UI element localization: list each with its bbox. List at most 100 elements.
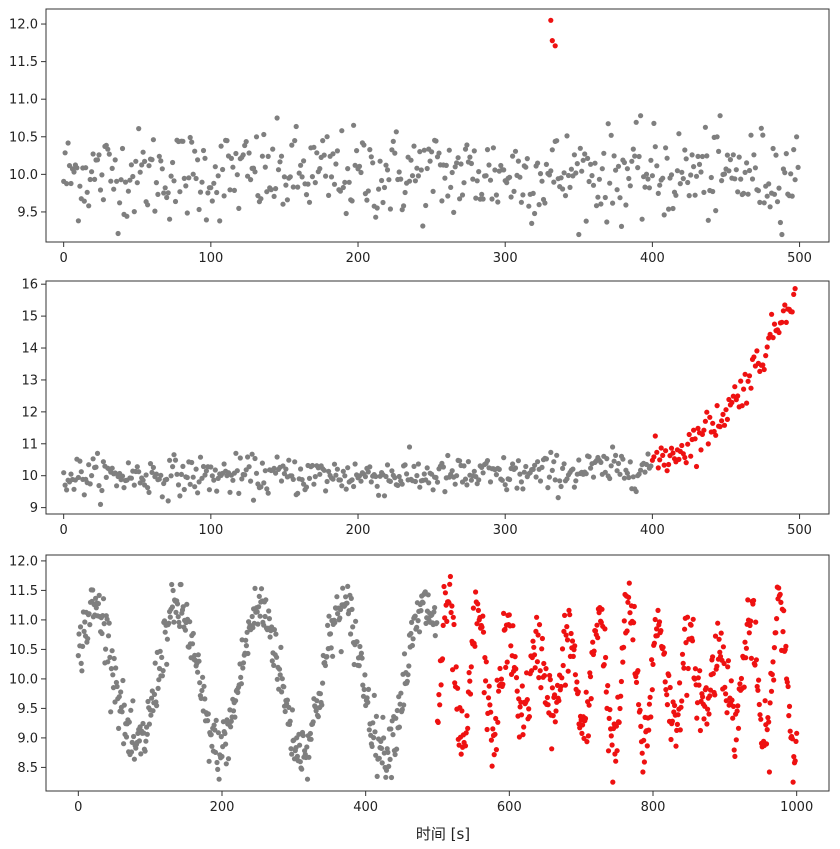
- normal-point: [354, 639, 360, 645]
- normal-point: [511, 188, 517, 194]
- anomaly-point: [603, 689, 609, 695]
- middle-scatter-panel: 0 100 200 300 400 500 9 10 11 12 13 14 15 16: [21, 278, 830, 538]
- normal-point: [630, 474, 636, 480]
- normal-point: [370, 160, 376, 166]
- normal-point: [552, 477, 558, 483]
- normal-point: [120, 677, 126, 684]
- normal-point: [125, 188, 131, 194]
- normal-point: [386, 177, 392, 183]
- anomaly-point: [704, 721, 710, 727]
- normal-point: [233, 698, 239, 704]
- anomaly-point: [741, 386, 747, 392]
- normal-point: [467, 154, 473, 160]
- normal-point: [732, 176, 738, 182]
- normal-point: [299, 766, 305, 772]
- normal-point: [549, 467, 555, 473]
- x-tick-label: 600: [497, 800, 522, 815]
- anomaly-point: [531, 644, 537, 650]
- normal-point: [75, 218, 81, 224]
- normal-point: [442, 175, 448, 181]
- normal-point: [458, 161, 464, 167]
- normal-point: [384, 462, 391, 468]
- normal-point: [259, 153, 265, 159]
- normal-point: [310, 719, 316, 725]
- anomaly-point: [663, 448, 669, 454]
- normal-point: [159, 654, 165, 661]
- normal-point: [258, 196, 264, 202]
- normal-point: [546, 474, 553, 480]
- anomaly-point: [771, 645, 778, 651]
- normal-point: [452, 481, 458, 487]
- normal-point: [579, 168, 585, 174]
- anomaly-point: [652, 616, 658, 623]
- normal-point: [231, 187, 237, 193]
- normal-point: [90, 587, 96, 593]
- normal-point: [346, 179, 352, 185]
- normal-point: [160, 668, 166, 674]
- normal-point: [287, 718, 293, 724]
- normal-point: [354, 148, 360, 154]
- normal-point: [157, 648, 163, 654]
- normal-point: [348, 631, 354, 637]
- normal-point: [172, 457, 179, 463]
- anomaly-point: [524, 697, 530, 703]
- anomaly-point: [692, 436, 698, 442]
- normal-point: [411, 143, 417, 149]
- normal-point: [92, 176, 98, 182]
- normal-point: [305, 181, 311, 187]
- normal-point: [249, 613, 255, 620]
- normal-point: [604, 219, 610, 225]
- anomaly-point: [486, 683, 492, 689]
- anomaly-point: [539, 635, 546, 642]
- y-tick-label: 11.0: [9, 93, 38, 108]
- normal-point: [440, 464, 446, 470]
- normal-point: [200, 463, 207, 470]
- anomaly-point: [536, 675, 542, 681]
- anomaly-point: [607, 707, 613, 713]
- anomaly-point: [644, 743, 650, 749]
- anomaly-point: [492, 731, 498, 737]
- anomaly-point: [565, 668, 571, 674]
- anomaly-point: [689, 638, 696, 644]
- normal-point: [365, 469, 371, 475]
- normal-point: [394, 707, 400, 714]
- normal-point: [758, 125, 764, 131]
- normal-point: [112, 470, 118, 476]
- anomaly-point: [508, 643, 514, 649]
- normal-point: [536, 202, 542, 208]
- normal-point: [465, 459, 471, 465]
- normal-point: [608, 132, 614, 138]
- normal-point: [627, 183, 633, 189]
- normal-point: [364, 695, 370, 701]
- normal-point: [548, 449, 554, 455]
- normal-point: [358, 169, 364, 176]
- normal-point: [113, 665, 119, 671]
- normal-point: [308, 736, 314, 742]
- anomaly-point: [780, 308, 787, 314]
- normal-point: [387, 478, 393, 484]
- normal-point: [387, 756, 393, 763]
- normal-point: [371, 735, 377, 741]
- normal-point: [486, 162, 492, 168]
- anomaly-point: [762, 698, 768, 704]
- anomaly-point: [442, 590, 448, 596]
- anomaly-point: [553, 708, 559, 714]
- normal-point: [344, 600, 350, 606]
- anomaly-point: [436, 692, 442, 698]
- normal-point: [304, 744, 310, 750]
- normal-point: [284, 697, 290, 703]
- normal-point: [265, 490, 271, 496]
- normal-point: [698, 169, 704, 175]
- normal-point: [352, 162, 358, 168]
- normal-point: [372, 729, 378, 735]
- anomaly-point: [586, 702, 592, 708]
- anomaly-point: [773, 630, 779, 636]
- normal-point: [193, 466, 199, 472]
- anomaly-point: [729, 399, 735, 406]
- x-tick-label: 300: [493, 523, 518, 538]
- normal-point: [557, 478, 563, 484]
- normal-point: [200, 674, 206, 680]
- normal-point: [199, 687, 205, 694]
- normal-point: [97, 187, 104, 193]
- normal-point: [212, 749, 219, 756]
